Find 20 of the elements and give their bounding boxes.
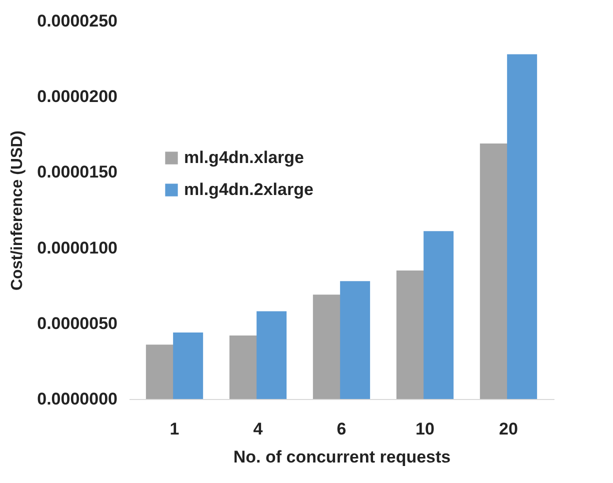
bar (507, 54, 538, 399)
bar (424, 231, 454, 399)
legend-label: ml.g4dn.xlarge (184, 148, 304, 168)
bar (340, 281, 370, 399)
y-tick-label: 0.0000250 (37, 12, 118, 30)
y-tick-label: 0.0000150 (37, 162, 118, 182)
x-tick-label: 1 (170, 420, 180, 438)
y-axis-title: Cost/inference (USD) (9, 130, 26, 291)
y-tick-label: 0.0000100 (37, 238, 118, 258)
y-tick-label: 0.0000050 (37, 314, 118, 333)
x-tick-label: 4 (253, 420, 264, 438)
x-tick-label: 6 (336, 420, 346, 438)
bar (256, 311, 287, 399)
x-axis-title: No. of concurrent requests (233, 448, 451, 466)
legend-label: ml.g4dn.2xlarge (184, 180, 314, 200)
y-tick-label: 0.0000000 (37, 390, 118, 408)
x-tick-label: 20 (499, 420, 518, 438)
x-tick-label: 10 (416, 420, 434, 438)
bar (173, 332, 204, 399)
y-tick-label: 0.0000200 (37, 87, 118, 106)
